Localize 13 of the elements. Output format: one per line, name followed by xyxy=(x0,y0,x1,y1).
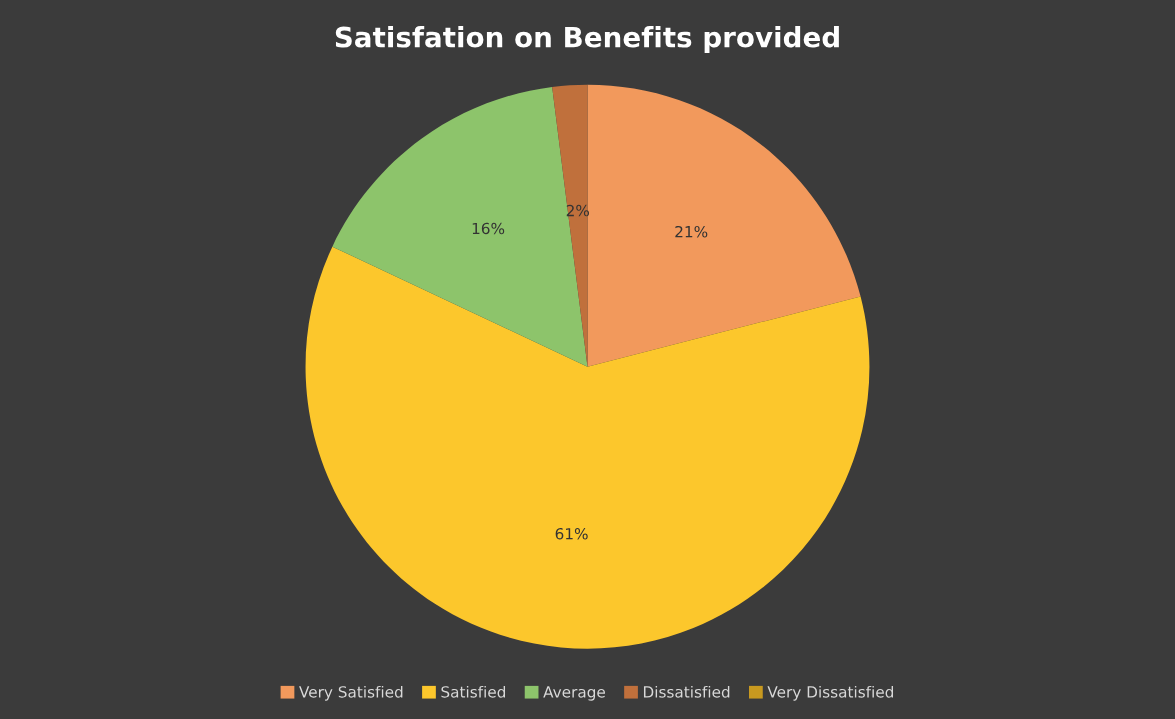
data-label: 21% xyxy=(675,225,708,238)
data-label: 16% xyxy=(472,222,505,235)
legend-label: Satisfied xyxy=(441,685,506,698)
pie-slice xyxy=(332,86,588,367)
pie-slice xyxy=(552,84,588,367)
pie-slice xyxy=(305,246,870,649)
legend-label: Very Dissatisfied xyxy=(767,685,894,701)
data-label: 61% xyxy=(555,527,588,540)
chart-title: Satisfation on Benefits provided xyxy=(335,26,839,53)
legend-label: Very Satisfied xyxy=(299,685,403,701)
legend-label: Average xyxy=(543,686,605,701)
pie-slice xyxy=(587,84,861,367)
legend-label: Dissatisfied xyxy=(643,685,730,698)
